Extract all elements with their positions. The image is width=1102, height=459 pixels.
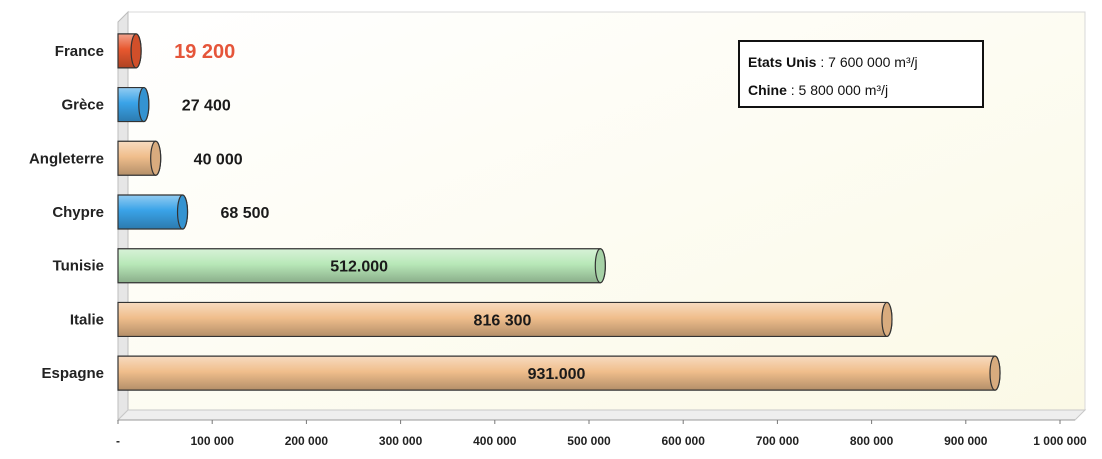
value-label-tunisie: 512.000 — [330, 259, 388, 276]
bar-cap-italie — [881, 301, 893, 338]
category-label-italie: Italie — [70, 311, 104, 328]
value-label-grece: 27 400 — [182, 98, 231, 115]
bar-chypre — [117, 194, 189, 230]
bar-grece — [117, 86, 150, 123]
value-label-france: 19 200 — [174, 41, 235, 63]
annotation-line-usa: Etats Unis : 7 600 000 m³/j — [748, 48, 974, 76]
category-label-france: France — [55, 43, 104, 60]
plot-floor — [116, 409, 1087, 421]
bar-espagne — [117, 355, 1001, 391]
annotation-box: Etats Unis : 7 600 000 m³/j Chine : 5 80… — [738, 40, 984, 108]
value-label-espagne: 931.000 — [528, 366, 586, 383]
x-tick-label: 200 000 — [285, 434, 329, 448]
bar-cap-tunisie — [594, 248, 606, 284]
value-labels: 19 200 27 400 40 000 68 500 512.000 816 300 93… — [174, 41, 585, 383]
annotation-line-china: Chine : 5 800 000 m³/j — [748, 76, 974, 104]
x-tick-label: 700 000 — [756, 434, 800, 448]
x-tick-label: 900 000 — [944, 434, 988, 448]
annotation-china-label: Chine — [748, 82, 787, 98]
bar-cap-grece — [138, 86, 150, 123]
category-label-grece: Grèce — [61, 97, 104, 114]
x-tick-label: - — [116, 434, 120, 448]
x-tick-label: 500 000 — [567, 434, 611, 448]
annotation-china-value: : 5 800 000 m³/j — [786, 82, 889, 98]
category-label-tunisie: Tunisie — [53, 258, 104, 275]
bar-italie — [117, 301, 893, 338]
annotation-usa-label: Etats Unis — [748, 54, 817, 70]
x-tick-label: 100 000 — [191, 434, 235, 448]
category-label-espagne: Espagne — [41, 365, 104, 382]
value-label-angleterre: 40 000 — [194, 151, 243, 168]
bar-cap-chypre — [176, 194, 189, 230]
annotation-usa-value: : 7 600 000 m³/j — [816, 54, 918, 70]
category-label-chypre: Chypre — [52, 204, 104, 221]
bar-cap-angleterre — [150, 140, 162, 176]
bars-group — [117, 33, 1001, 391]
x-tick-label: 400 000 — [473, 434, 517, 448]
bar-cap-france — [130, 33, 142, 69]
bar-tunisie — [117, 248, 606, 284]
x-tick-label: 1 000 000 — [1033, 434, 1087, 448]
category-labels: France Grèce Angleterre Chypre Tunisie Italie… — [29, 43, 104, 382]
x-axis-ticks: - 100 000 200 000 300 000 400 000 500 000 600 … — [116, 420, 1087, 448]
category-label-angleterre: Angleterre — [29, 150, 104, 167]
x-tick-label: 300 000 — [379, 434, 423, 448]
bar-angleterre — [117, 140, 162, 176]
x-tick-label: 600 000 — [662, 434, 706, 448]
value-label-italie: 816 300 — [474, 312, 532, 329]
value-label-chypre: 68 500 — [221, 205, 270, 222]
bar-cap-espagne — [989, 355, 1001, 391]
bar-france — [117, 33, 142, 69]
x-tick-label: 800 000 — [850, 434, 894, 448]
